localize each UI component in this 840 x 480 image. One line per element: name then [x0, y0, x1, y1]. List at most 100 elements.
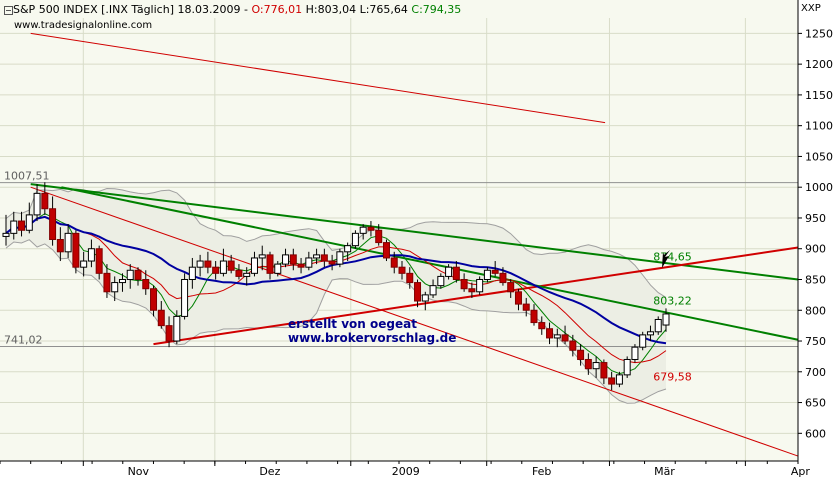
- y-axis: 600 650 700 750 800 850 900 950 1000 1050 1100 1150…: [797, 0, 833, 461]
- corner-label: XXP: [801, 3, 821, 14]
- candle-body: [662, 313, 670, 326]
- candle-body: [289, 254, 297, 265]
- y-tick-label: 750: [805, 335, 826, 348]
- candle-body: [615, 374, 623, 385]
- candle-body: [592, 362, 600, 370]
- x-tick-label: Dez: [259, 465, 280, 478]
- candle-body: [429, 285, 437, 296]
- candle-body: [382, 242, 390, 259]
- y-tick-label: 1000: [805, 181, 833, 194]
- y-tick-label: 850: [805, 273, 826, 286]
- indicator-line: [5, 213, 667, 375]
- y-tick-label: 1050: [805, 150, 833, 163]
- date-label: 18.03.2009: [177, 3, 241, 16]
- candle-body: [445, 266, 453, 277]
- indicator-line: [5, 216, 667, 364]
- x-tick-label: Nov: [128, 465, 150, 478]
- y-tick-label: 1150: [805, 89, 833, 102]
- candle-body: [367, 226, 375, 231]
- candle-body: [414, 282, 422, 302]
- candle-body: [375, 229, 383, 244]
- candle-body: [134, 269, 142, 280]
- indicator-lines: [5, 213, 667, 375]
- candle-body: [250, 257, 258, 274]
- x-tick-label: Mär: [654, 465, 675, 478]
- candle-body: [64, 232, 72, 253]
- candle-body: [351, 232, 359, 247]
- candle-body: [514, 291, 522, 305]
- y-tick-label: 650: [805, 397, 826, 410]
- candle-body: [600, 362, 608, 379]
- candle-body: [25, 214, 33, 231]
- x-tick-label: Apr: [791, 465, 811, 478]
- cursor-arrow-icon: [662, 250, 670, 268]
- candle-body: [336, 251, 344, 265]
- y-tick-label: 900: [805, 243, 826, 256]
- candle-body: [165, 325, 173, 342]
- y-tick-label: 1100: [805, 120, 833, 133]
- candle-body: [631, 346, 639, 360]
- candle-body: [2, 232, 10, 237]
- candle-body: [157, 309, 165, 327]
- candle-body: [111, 282, 119, 293]
- trendline-red-falling: [30, 186, 799, 457]
- level-labels: 1007,51 741,02 874,65 803,22 679,58: [4, 170, 692, 384]
- horizontal-levels: [0, 182, 798, 348]
- candle-body: [72, 232, 80, 268]
- candle-body: [577, 349, 585, 360]
- band-upper: [5, 187, 667, 298]
- candle-body: [313, 254, 321, 259]
- level-label: 741,02: [4, 334, 43, 347]
- candle-body: [491, 269, 499, 274]
- candle-body: [173, 315, 181, 342]
- candle-body: [56, 239, 64, 253]
- candle-body: [468, 288, 476, 293]
- y-tick-label: 950: [805, 212, 826, 225]
- candle-body: [49, 208, 57, 241]
- level-label: 1007,51: [4, 170, 50, 183]
- candle-body: [282, 254, 290, 265]
- candle-body: [646, 331, 654, 336]
- x-axis: Nov Dez 2009 Feb Mär Apr: [0, 460, 811, 478]
- watermark: www.tradesignalonline.com: [14, 20, 153, 31]
- candles: [2, 182, 670, 391]
- candle-body: [344, 245, 352, 253]
- y-tick-label: 700: [805, 366, 826, 379]
- candle-body: [266, 254, 274, 274]
- candle-body: [421, 294, 429, 302]
- candle-body: [297, 263, 305, 268]
- candle-body: [584, 358, 592, 370]
- candle-body: [608, 377, 616, 385]
- low-value: L:765,64: [359, 3, 408, 16]
- candle-body: [188, 266, 196, 280]
- candle-body: [437, 275, 445, 287]
- candle-body: [305, 257, 313, 268]
- candle-body: [538, 322, 546, 330]
- candle-body: [398, 266, 406, 274]
- candle-body: [390, 257, 398, 268]
- candle-body: [406, 272, 414, 284]
- candle-body: [553, 334, 561, 339]
- candle-body: [546, 328, 554, 339]
- x-tick-label: Feb: [532, 465, 551, 478]
- candle-body: [499, 272, 507, 284]
- indicator-line: [5, 215, 667, 345]
- trendline-value-label: 803,22: [653, 294, 692, 307]
- trendline-value-label: 679,58: [653, 370, 692, 383]
- collapse-icon[interactable]: [4, 5, 13, 15]
- open-value: O:776,01: [251, 3, 303, 16]
- candle-body: [196, 260, 204, 268]
- y-tick-label: 600: [805, 427, 826, 440]
- candle-body: [476, 278, 484, 293]
- candle-body: [80, 260, 88, 268]
- candle-body: [150, 288, 158, 311]
- candle-body: [561, 334, 569, 342]
- trendline-red-thin-top: [30, 32, 606, 124]
- y-tick-label: 1250: [805, 27, 833, 40]
- trendline-value-label: 874,65: [653, 250, 692, 263]
- candle-body: [258, 254, 266, 259]
- trendline-green-upper: [30, 183, 799, 281]
- candle-body: [483, 269, 491, 280]
- y-tick-label: 1200: [805, 58, 833, 71]
